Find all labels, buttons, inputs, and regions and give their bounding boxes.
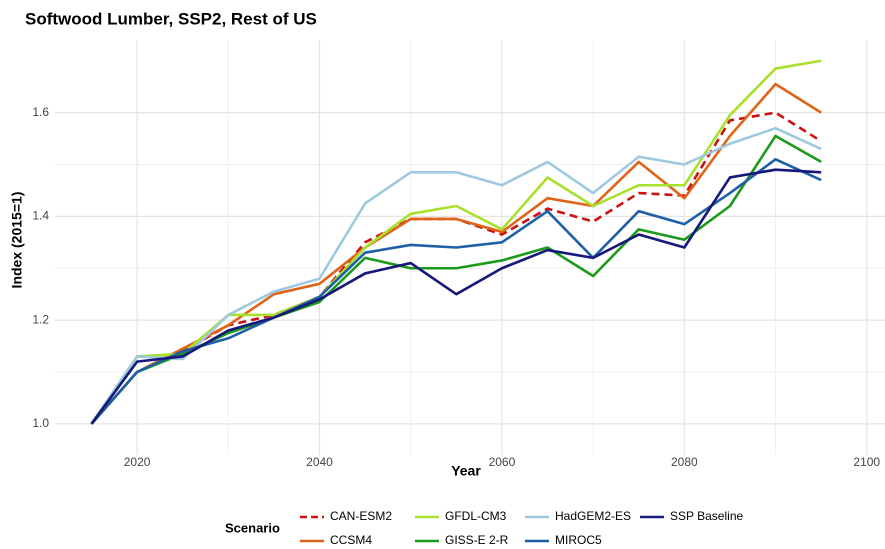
legend-title: Scenario	[225, 520, 280, 535]
series-line	[90, 134, 822, 425]
x-tick-label: 2080	[671, 455, 698, 469]
series-line	[90, 82, 822, 425]
series-line	[90, 126, 822, 425]
legend-label: SSP Baseline	[670, 509, 743, 523]
series-line	[90, 59, 822, 425]
y-tick-label: 1.4	[32, 209, 49, 223]
chart-title: Softwood Lumber, SSP2, Rest of US	[25, 9, 317, 28]
legend-label: CCSM4	[330, 533, 372, 547]
legend-label: CAN-ESM2	[330, 509, 392, 523]
x-tick-label: 2100	[853, 455, 880, 469]
legend-label: GISS-E 2-R	[445, 533, 509, 547]
y-tick-label: 1.6	[32, 105, 49, 119]
x-tick-label: 2060	[489, 455, 516, 469]
legend-label: HadGEM2-ES	[555, 509, 631, 523]
y-tick-label: 1.2	[32, 312, 49, 326]
x-axis-title: Year	[451, 463, 481, 479]
series-line	[90, 158, 822, 425]
y-tick-label: 1.0	[32, 416, 49, 430]
grid	[55, 40, 885, 455]
x-tick-label: 2040	[306, 455, 333, 469]
series-line	[90, 168, 822, 425]
legend-label: MIROC5	[555, 533, 602, 547]
x-tick-label: 2020	[124, 455, 151, 469]
legend-label: GFDL-CM3	[445, 509, 507, 523]
y-axis-title: Index (2015=1)	[9, 192, 25, 289]
